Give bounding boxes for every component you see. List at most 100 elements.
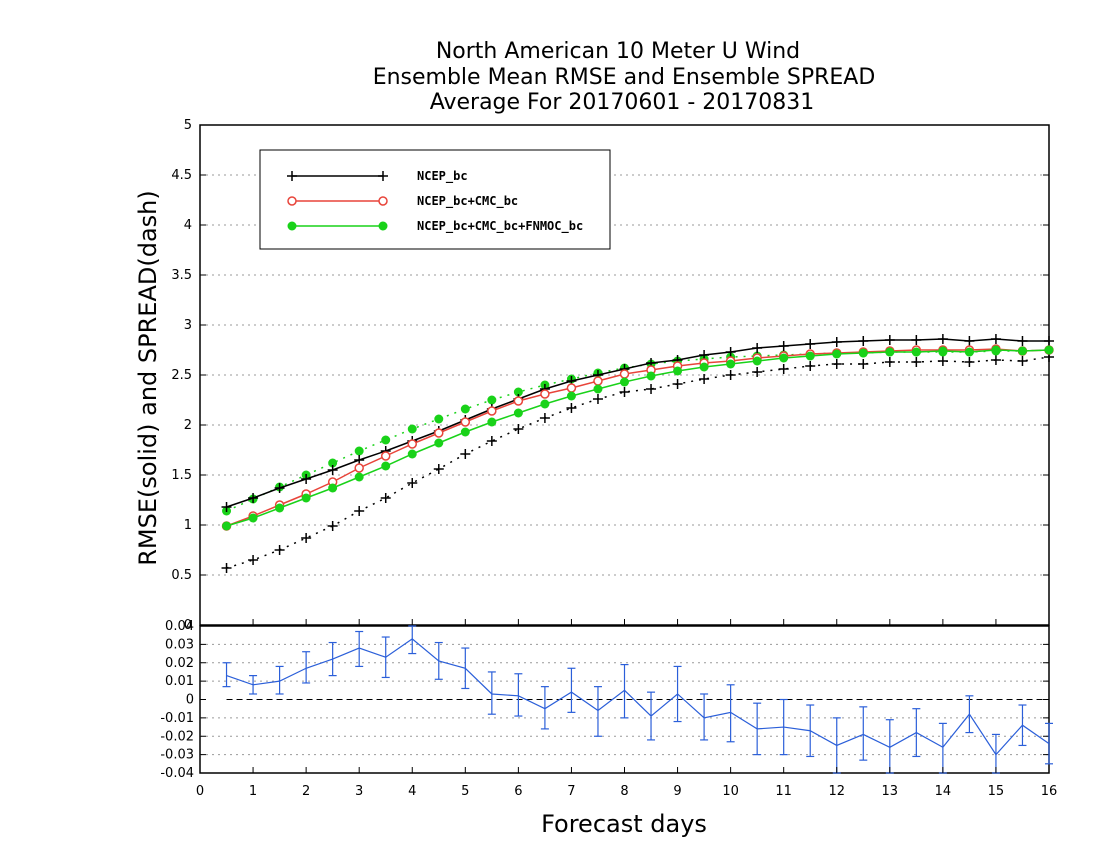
- main-y-tick-label: 2.5: [171, 368, 192, 383]
- rmse-point-series-0: [1017, 336, 1028, 346]
- spread-point-series-2: [354, 446, 364, 456]
- main-y-tick-label: 5: [184, 118, 192, 133]
- chart-title-line-1: North American 10 Meter U Wind: [436, 39, 800, 64]
- rmse-line-series-2: [226, 349, 1050, 527]
- x-tick-label: 15: [988, 784, 1005, 799]
- spread-point-series-0: [513, 424, 524, 434]
- difference-y-tick-label: -0.03: [160, 748, 194, 763]
- difference-y-tick-label: -0.02: [160, 729, 194, 744]
- x-tick-label: 16: [1041, 784, 1058, 799]
- rmse-point-series-1: [407, 439, 417, 449]
- x-tick-label: 7: [567, 784, 575, 799]
- rmse-point-series-0: [884, 335, 895, 345]
- rmse-point-series-2: [407, 449, 417, 459]
- difference-y-axis: -0.04 -0.03 -0.02 -0.01 0 0.01 0.02 0.03 0.04: [160, 619, 1049, 781]
- main-y-tick-label: 4.5: [171, 168, 192, 183]
- rmse-point-series-0: [301, 474, 312, 484]
- rmse-point-series-1: [380, 451, 391, 461]
- x-tick-label: 9: [673, 784, 681, 799]
- x-tick-label: 11: [775, 784, 792, 799]
- legend-marker-1: [287, 196, 297, 206]
- rmse-point-series-0: [937, 334, 948, 344]
- spread-point-series-2: [434, 414, 444, 424]
- x-tick-label: 0: [196, 784, 204, 799]
- legend: NCEP_bc NCEP_bc+CMC_bc NCEP_bc+CMC_bc+FNMO…: [259, 149, 611, 250]
- legend-marker-1: [378, 196, 388, 206]
- rmse-point-series-2: [354, 472, 364, 482]
- x-tick-label: 14: [935, 784, 952, 799]
- spread-point-series-0: [858, 359, 869, 369]
- legend-marker-0: [287, 171, 297, 181]
- spread-point-series-0: [646, 384, 657, 394]
- rmse-point-series-2: [248, 513, 258, 523]
- spread-point-series-2: [513, 387, 523, 397]
- legend-marker-2: [378, 221, 388, 231]
- rmse-point-series-2: [381, 461, 391, 471]
- chart-title-line-2: Ensemble Mean RMSE and Ensemble SPREAD: [373, 65, 876, 90]
- rmse-point-series-2: [620, 377, 629, 387]
- spread-line-series-2: [226, 349, 1050, 512]
- spread-point-series-2: [460, 404, 470, 414]
- x-tick-label: 6: [514, 784, 522, 799]
- difference-series-layer: [222, 625, 1053, 774]
- rmse-point-series-0: [248, 493, 259, 503]
- main-y-tick-label: 0: [184, 618, 192, 633]
- rmse-point-series-2: [858, 348, 868, 358]
- rmse-point-series-0: [274, 483, 285, 493]
- rmse-point-series-2: [938, 346, 948, 356]
- x-tick-label: 10: [722, 784, 739, 799]
- rmse-point-series-2: [832, 349, 842, 359]
- rmse-point-series-2: [487, 417, 497, 427]
- spread-point-series-0: [592, 394, 603, 404]
- spread-point-series-0: [566, 403, 577, 413]
- spread-point-series-2: [407, 424, 417, 434]
- rmse-point-series-0: [752, 343, 763, 353]
- rmse-point-series-1: [619, 369, 630, 379]
- x-axis: 0 1 2 3 4 5 6 7 8 9 10 11 12 13 14 15 16: [196, 619, 1057, 799]
- spread-point-series-0: [831, 359, 842, 369]
- rmse-point-series-2: [566, 391, 576, 401]
- rmse-point-series-1: [434, 428, 444, 438]
- x-tick-label: 2: [302, 784, 310, 799]
- rmse-point-series-2: [301, 493, 311, 503]
- legend-box: [259, 149, 611, 250]
- difference-y-tick-label: 0.01: [165, 674, 194, 689]
- rmse-line-series-0: [226, 338, 1049, 508]
- rmse-point-series-0: [1044, 336, 1054, 346]
- rmse-point-series-0: [911, 335, 922, 345]
- x-tick-label: 3: [355, 784, 363, 799]
- rmse-point-series-2: [752, 356, 762, 366]
- x-tick-label: 8: [620, 784, 628, 799]
- main-y-tick-label: 3.5: [171, 268, 192, 283]
- spread-point-series-0: [964, 357, 975, 367]
- rmse-point-series-2: [328, 483, 338, 493]
- spread-point-series-0: [619, 387, 630, 397]
- rmse-point-series-2: [911, 347, 921, 357]
- rmse-point-series-2: [222, 521, 232, 531]
- rmse-point-series-2: [673, 366, 683, 376]
- spread-point-series-0: [911, 357, 922, 367]
- x-axis-label: Forecast days: [541, 810, 707, 838]
- rmse-point-series-1: [566, 383, 577, 393]
- spread-point-series-0: [433, 464, 444, 474]
- spread-point-series-0: [460, 449, 471, 459]
- rmse-point-series-0: [221, 502, 232, 512]
- legend-marker-2: [287, 221, 297, 231]
- spread-point-series-0: [672, 379, 683, 389]
- rmse-point-series-2: [434, 438, 444, 448]
- rmse-point-series-2: [885, 347, 895, 357]
- rmse-point-series-2: [726, 359, 736, 369]
- spread-point-series-0: [354, 506, 365, 516]
- rmse-point-series-1: [513, 396, 524, 406]
- spread-point-series-0: [752, 367, 763, 377]
- legend-label-1: NCEP_bc+CMC_bc: [417, 194, 518, 209]
- rmse-point-series-2: [991, 345, 1001, 355]
- spread-point-series-0: [990, 355, 1001, 365]
- rmse-point-series-0: [805, 339, 816, 349]
- spread-point-series-0: [380, 493, 391, 503]
- spread-point-series-0: [327, 521, 338, 531]
- main-y-tick-label: 1: [184, 518, 192, 533]
- spread-point-series-0: [539, 413, 550, 423]
- legend-label-2: NCEP_bc+CMC_bc+FNMOC_bc: [417, 219, 583, 234]
- rmse-point-series-0: [990, 334, 1001, 344]
